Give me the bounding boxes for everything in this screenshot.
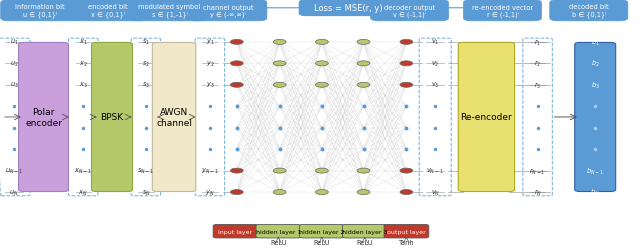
Circle shape xyxy=(273,83,286,88)
Text: $s_{1}$: $s_{1}$ xyxy=(142,38,150,47)
Text: $s_{N}$: $s_{N}$ xyxy=(141,188,150,197)
Circle shape xyxy=(316,168,328,173)
Text: $x_{1}$: $x_{1}$ xyxy=(79,38,88,47)
Text: $u_{N-1}$: $u_{N-1}$ xyxy=(5,166,23,175)
FancyBboxPatch shape xyxy=(458,43,515,192)
Circle shape xyxy=(400,62,413,66)
FancyBboxPatch shape xyxy=(300,224,344,238)
Text: $y_{N}$: $y_{N}$ xyxy=(205,188,214,197)
Text: hidden layer 2: hidden layer 2 xyxy=(299,229,345,234)
Text: ReLU: ReLU xyxy=(270,239,287,245)
Text: $v_{3}$: $v_{3}$ xyxy=(431,81,440,90)
Text: hidden layer 1: hidden layer 1 xyxy=(256,229,301,234)
Circle shape xyxy=(357,40,370,45)
Text: $r_{N-1}$: $r_{N-1}$ xyxy=(529,166,546,176)
Text: $s_{3}$: $s_{3}$ xyxy=(142,81,150,90)
Text: $b_{1}$: $b_{1}$ xyxy=(591,38,600,48)
Circle shape xyxy=(316,62,328,66)
Text: $v_{2}$: $v_{2}$ xyxy=(431,60,440,69)
FancyBboxPatch shape xyxy=(92,43,132,192)
Circle shape xyxy=(273,168,286,173)
Text: encoded bit
x ∈ {0,1}ᵎ: encoded bit x ∈ {0,1}ᵎ xyxy=(88,4,127,18)
Circle shape xyxy=(400,40,413,45)
Circle shape xyxy=(230,190,243,195)
Circle shape xyxy=(316,190,328,195)
Text: output layer: output layer xyxy=(387,229,426,234)
Text: ReLU: ReLU xyxy=(314,239,330,245)
Text: $v_{N}$: $v_{N}$ xyxy=(431,188,440,197)
Text: $b_{N}$: $b_{N}$ xyxy=(591,187,600,198)
Text: Polar
encoder: Polar encoder xyxy=(25,108,62,127)
Text: $v_{N-1}$: $v_{N-1}$ xyxy=(426,166,444,175)
Text: $r_{N}$: $r_{N}$ xyxy=(534,187,541,198)
Text: $s_{2}$: $s_{2}$ xyxy=(142,60,150,69)
Circle shape xyxy=(400,83,413,88)
Text: input layer: input layer xyxy=(218,229,253,234)
Text: $b_{N-1}$: $b_{N-1}$ xyxy=(586,166,604,176)
Text: ReLU: ReLU xyxy=(356,239,373,245)
Circle shape xyxy=(230,168,243,173)
Text: $b_{2}$: $b_{2}$ xyxy=(591,59,600,69)
Text: $r_{1}$: $r_{1}$ xyxy=(534,38,541,48)
FancyBboxPatch shape xyxy=(213,224,258,238)
FancyBboxPatch shape xyxy=(131,1,209,22)
Circle shape xyxy=(357,168,370,173)
Circle shape xyxy=(230,40,243,45)
Text: $u_{3}$: $u_{3}$ xyxy=(10,81,19,90)
Text: $s_{N-1}$: $s_{N-1}$ xyxy=(138,166,154,175)
Circle shape xyxy=(273,40,286,45)
Text: Tanh: Tanh xyxy=(399,239,414,245)
Circle shape xyxy=(316,40,328,45)
Circle shape xyxy=(400,168,413,173)
Text: modulated symbol
s ∈ {1,-1}ᵎ: modulated symbol s ∈ {1,-1}ᵎ xyxy=(138,4,201,18)
Text: channel output
y ∈ (-∞,∞)ᵎ: channel output y ∈ (-∞,∞)ᵎ xyxy=(203,4,253,18)
FancyBboxPatch shape xyxy=(384,224,429,238)
Text: $x_{N}$: $x_{N}$ xyxy=(79,188,88,197)
Text: $x_{N-1}$: $x_{N-1}$ xyxy=(74,166,92,175)
Text: $b_{3}$: $b_{3}$ xyxy=(591,80,600,90)
Text: $u_{N}$: $u_{N}$ xyxy=(10,188,19,197)
Circle shape xyxy=(357,83,370,88)
Circle shape xyxy=(230,83,243,88)
Text: Loss = MSE(r, y): Loss = MSE(r, y) xyxy=(314,4,383,13)
Text: $y_{1}$: $y_{1}$ xyxy=(205,38,214,47)
Text: $y_{3}$: $y_{3}$ xyxy=(205,81,214,90)
FancyBboxPatch shape xyxy=(300,1,398,16)
Circle shape xyxy=(357,62,370,66)
FancyBboxPatch shape xyxy=(19,43,68,192)
Text: $u_{2}$: $u_{2}$ xyxy=(10,60,19,69)
Circle shape xyxy=(357,190,370,195)
Text: $u_{1}$: $u_{1}$ xyxy=(10,38,19,47)
Circle shape xyxy=(273,190,286,195)
Text: Re-encoder: Re-encoder xyxy=(461,113,512,122)
Text: $v_{1}$: $v_{1}$ xyxy=(431,38,440,47)
Text: information bit
u ∈ {0,1}ᵎ: information bit u ∈ {0,1}ᵎ xyxy=(15,4,65,18)
Circle shape xyxy=(316,83,328,88)
Text: BPSK: BPSK xyxy=(100,113,124,122)
FancyBboxPatch shape xyxy=(189,1,267,22)
Text: $y_{2}$: $y_{2}$ xyxy=(205,60,214,69)
Circle shape xyxy=(273,62,286,66)
Text: $x_{3}$: $x_{3}$ xyxy=(79,81,88,90)
Text: AWGN
channel: AWGN channel xyxy=(156,108,192,127)
Circle shape xyxy=(400,190,413,195)
FancyBboxPatch shape xyxy=(256,224,301,238)
FancyBboxPatch shape xyxy=(68,1,147,22)
Text: $r_{2}$: $r_{2}$ xyxy=(534,59,541,69)
Text: $x_{2}$: $x_{2}$ xyxy=(79,60,88,69)
FancyBboxPatch shape xyxy=(152,43,196,192)
FancyBboxPatch shape xyxy=(342,224,387,238)
Text: re-encoded vector
r ∈ (-1,1)ᵎ: re-encoded vector r ∈ (-1,1)ᵎ xyxy=(472,4,533,18)
Text: decoder output
v ∈ (-1,1)ᵎ: decoder output v ∈ (-1,1)ᵎ xyxy=(384,4,435,18)
Text: $y_{N-1}$: $y_{N-1}$ xyxy=(201,166,219,175)
FancyBboxPatch shape xyxy=(575,43,616,192)
Text: decoded bit
b ∈ {0,1}ᵎ: decoded bit b ∈ {0,1}ᵎ xyxy=(569,4,609,18)
FancyBboxPatch shape xyxy=(371,1,449,22)
Circle shape xyxy=(230,62,243,66)
FancyBboxPatch shape xyxy=(550,1,628,22)
Text: hidden layer 3: hidden layer 3 xyxy=(342,229,388,234)
FancyBboxPatch shape xyxy=(1,1,79,22)
Text: $r_{3}$: $r_{3}$ xyxy=(534,80,541,90)
FancyBboxPatch shape xyxy=(463,1,541,22)
